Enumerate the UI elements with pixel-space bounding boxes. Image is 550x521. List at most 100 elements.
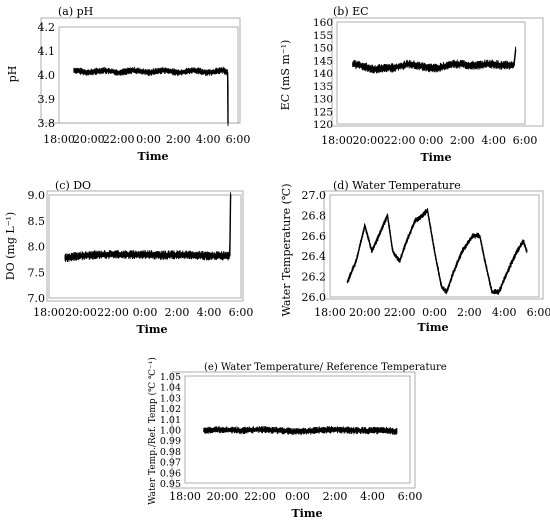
panel-do-data-point (192, 254, 194, 256)
panel-water-temperature-x-tick-label: 18:00 (314, 306, 346, 319)
panel-ec-x-tick-label: 4:00 (481, 134, 506, 147)
panel-ph-x-tick-label: 0:00 (136, 133, 161, 146)
panel-ec-y-tick-label: 145 (313, 55, 333, 67)
panel-do-data-point (144, 253, 146, 255)
panel-water-temperature-x-tick-label: 20:00 (349, 306, 381, 319)
panel-water-temperature-y-tick-label: 26.2 (302, 271, 327, 284)
panel-temperature-ratio-y-tick-label: 0.98 (160, 447, 181, 458)
panel-temperature-ratio-y-tick-label: 1.01 (160, 415, 181, 426)
panel-ec-data-point (513, 64, 515, 66)
panel-ph-series (73, 66, 229, 127)
panel-ec-data-point (469, 64, 471, 66)
panel-ec-data-point (500, 64, 503, 66)
panel-ph: (a) pH pH Time 3.8 3.9 4.0 4.1 4.2 18:0020:0… (6, 5, 250, 163)
panel-ph-data-point (162, 69, 164, 71)
panel-water-temperature-plot-area (329, 194, 540, 298)
panel-temperature-ratio-x-tick-label: 4:00 (360, 490, 385, 503)
panel-water-temperature-series-line (346, 208, 528, 294)
panel-ph-x-tick-label: 18:00 (43, 133, 75, 146)
panel-water-temperature-y-tick-label: 27.0 (302, 189, 327, 202)
panel-do-y-tick-label: 7.0 (28, 292, 46, 305)
panel-do-x-tick-label: 20:00 (65, 306, 97, 319)
panel-temperature-ratio-data-point (240, 430, 242, 432)
panel-water-temperature-data-point (346, 281, 348, 283)
panel-water-temperature-data-point (446, 291, 448, 293)
panel-temperature-ratio-y-tick-label: 0.97 (160, 458, 181, 469)
panel-do-data-point (64, 257, 66, 259)
panel-ph-y-tick-label: 4.1 (38, 45, 56, 58)
panel-water-temperature-title: (d) Water Temperature (333, 179, 461, 192)
panel-do-data-point (80, 255, 82, 257)
panel-temperature-ratio-x-tick-label: 0:00 (285, 490, 310, 503)
panel-ec-data-point (375, 68, 377, 70)
panel-water-temperature-data-point (433, 250, 436, 252)
panel-temperature-ratio-y-tick-label: 1.02 (160, 404, 181, 415)
panel-ec-y-tick-label: 150 (313, 43, 333, 55)
panel-ec-data-point (352, 63, 354, 65)
panel-ph-y-tick-label: 3.9 (38, 93, 56, 106)
panel-temperature-ratio-y-tick-label: 0.95 (160, 479, 181, 490)
panel-do-series-band (64, 192, 232, 263)
panel-ec-y-tick-label: 155 (313, 30, 333, 42)
panel-do-data-point (112, 253, 114, 255)
panel-do-x-tick-label: 22:00 (97, 306, 129, 319)
panel-do-title: (c) DO (55, 179, 91, 192)
panel-ec-y-tick-label: 140 (313, 68, 333, 80)
panel-ec-data-point (430, 67, 432, 69)
panel-ec: (b) EC EC (mS m⁻¹) Time 1201251301351401… (279, 5, 544, 164)
panel-temperature-ratio-y-ticks: 0.950.960.970.980.991.001.011.021.031.04… (160, 372, 181, 490)
panel-ec-y-tick-label: 120 (313, 119, 333, 131)
panel-do-data-point (128, 254, 130, 256)
panel-temperature-ratio-data-point (278, 430, 280, 432)
panel-water-temperature-x-tick-label: 4:00 (492, 306, 517, 319)
panel-temperature-ratio-x-axis-label: Time (291, 507, 322, 520)
panel-ph-data-point (227, 86, 229, 88)
panel-do-x-axis-label: Time (136, 323, 167, 336)
panel-ec-y-tick-label: 125 (313, 106, 333, 118)
panel-water-temperature-data-point (421, 214, 423, 216)
panel-water-temperature-data-point (491, 291, 493, 293)
panel-water-temperature-data-point (440, 286, 443, 288)
panel-do-y-tick-label: 7.5 (28, 266, 46, 279)
panel-water-temperature-data-point (526, 250, 528, 252)
panel-water-temperature-data-point (498, 291, 500, 293)
panel-ph-data-point (103, 69, 105, 71)
panel-do-y-ticks: 7.0 7.5 8.0 8.5 9.0 (28, 189, 46, 305)
panel-do-plot-area (48, 194, 242, 299)
panel-temperature-ratio-x-tick-label: 22:00 (244, 490, 276, 503)
panel-temperature-ratio-data-point (334, 428, 336, 431)
panel-ph-title: (a) pH (58, 5, 93, 18)
panel-ec-y-tick-label: 135 (313, 81, 333, 93)
panel-temperature-ratio-x-tick-label: 2:00 (323, 490, 348, 503)
panel-water-temperature-data-point (522, 240, 524, 242)
panel-ph-data-point (177, 72, 179, 74)
panel-water-temperature-data-point (479, 235, 481, 237)
panel-temperature-ratio-data-point (203, 430, 205, 432)
panel-ec-data-point (359, 64, 362, 66)
panel-ec-data-point (438, 67, 440, 69)
panel-ph-data-point (88, 72, 90, 74)
panel-water-temperature-data-point (399, 260, 401, 262)
panel-ph-data-point (73, 69, 75, 71)
panel-do-x-tick-label: 6:00 (229, 306, 254, 319)
panel-temperature-ratio-y-tick-label: 0.96 (160, 468, 181, 479)
panel-ph-x-tick-label: 2:00 (166, 133, 191, 146)
panel-water-temperature-data-point (426, 209, 429, 211)
panel-ph-x-tick-label: 6:00 (226, 133, 251, 146)
panel-ph-y-ticks: 3.8 3.9 4.0 4.1 4.2 (38, 21, 56, 130)
panel-do-y-tick-label: 9.0 (28, 189, 46, 202)
panel-ph-y-axis-label: pH (6, 66, 19, 83)
panel-water-temperature-data-point (472, 235, 474, 237)
panel-temperature-ratio-data-point (353, 430, 355, 432)
panel-ec-data-point (461, 63, 463, 65)
panel-temperature-ratio-x-tick-label: 6:00 (398, 490, 423, 503)
panel-do-x-tick-label: 2:00 (165, 306, 190, 319)
panel-ec-data-point (493, 63, 495, 65)
panel-ec-x-tick-label: 6:00 (513, 134, 538, 147)
panel-ph-data-point (227, 72, 229, 74)
panel-water-temperature-x-tick-label: 0:00 (422, 306, 447, 319)
panel-ph-data-point (147, 72, 150, 74)
panel-ec-x-axis-label: Time (420, 151, 451, 164)
